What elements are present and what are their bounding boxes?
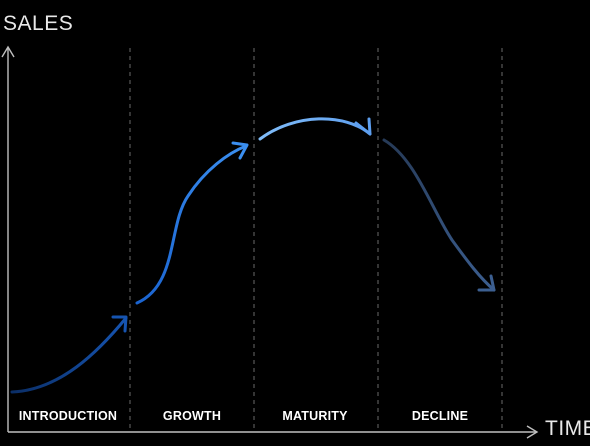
y-axis-arrow-icon xyxy=(1,45,15,58)
x-axis xyxy=(8,425,539,439)
curve-growth xyxy=(135,141,249,305)
stage-label-maturity: MATURITY xyxy=(282,409,348,423)
curve-introduction xyxy=(10,315,128,394)
stage-label-growth: GROWTH xyxy=(163,409,221,423)
y-axis xyxy=(1,45,15,432)
x-axis-label: TIME xyxy=(545,417,590,440)
arrow-head-maturity-icon xyxy=(354,117,372,136)
arrow-head-decline-icon xyxy=(477,274,496,292)
y-axis-label: SALES xyxy=(3,12,73,35)
arrow-head-growth-icon xyxy=(231,141,249,160)
arrow-head-introduction-icon xyxy=(111,315,128,333)
stage-label-introduction: INTRODUCTION xyxy=(19,409,117,423)
curve-decline xyxy=(382,138,496,292)
stage-label-decline: DECLINE xyxy=(412,409,468,423)
curve-maturity xyxy=(258,117,372,141)
stage-dividers xyxy=(129,48,503,432)
x-axis-arrow-icon xyxy=(526,425,539,439)
